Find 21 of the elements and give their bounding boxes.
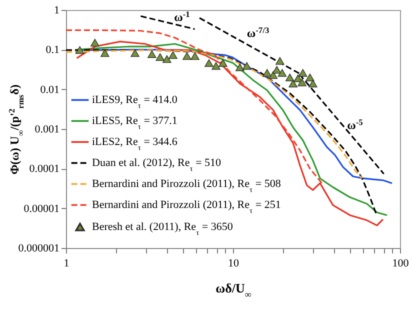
legend-label: Beresh et al. (2011), Re$_{τ}$ = 3650 [92, 221, 234, 236]
x-tick-label: 10 [228, 258, 240, 270]
y-tick-label: 0.000001 [18, 242, 60, 254]
legend-label: Duan et al. (2012), Re$_{τ}$ = 510 [92, 157, 222, 172]
legend-label: iLES5, Re$_{τ}$ = 377.1 [92, 115, 178, 130]
y-tick-label: 0.1 [46, 44, 60, 56]
legend-label: Bernardini and Pirozzoli (2011), Re$_{τ}$ = 508 [92, 178, 282, 194]
y-tick-label: 0.01 [40, 84, 60, 96]
y-tick-label: 0.00001 [24, 202, 60, 215]
x-tick-label: 1 [64, 258, 70, 270]
x-axis-title: ωδ/U$_{∞}$ [216, 280, 252, 300]
y-tick-label: 0.001 [34, 124, 60, 136]
annotation: ω$^{-7/3}$ [246, 26, 270, 40]
y-tick-label: 0.0001 [29, 163, 60, 176]
legend-label: iLES2, Re$_{τ}$ = 344.6 [92, 136, 178, 152]
annotation: ω$^{-5}$ [347, 118, 363, 132]
annotation: ω$^{-1}$ [174, 10, 190, 24]
y-tick-label: 1 [54, 4, 60, 16]
x-tick-label: 100 [392, 258, 409, 270]
legend-label: Bernardini and Pirozzoli (2011), Re$_{τ}$ = 251 [92, 199, 281, 214]
legend-label: iLES9, Re$_{τ}$ = 414.0 [92, 94, 178, 110]
